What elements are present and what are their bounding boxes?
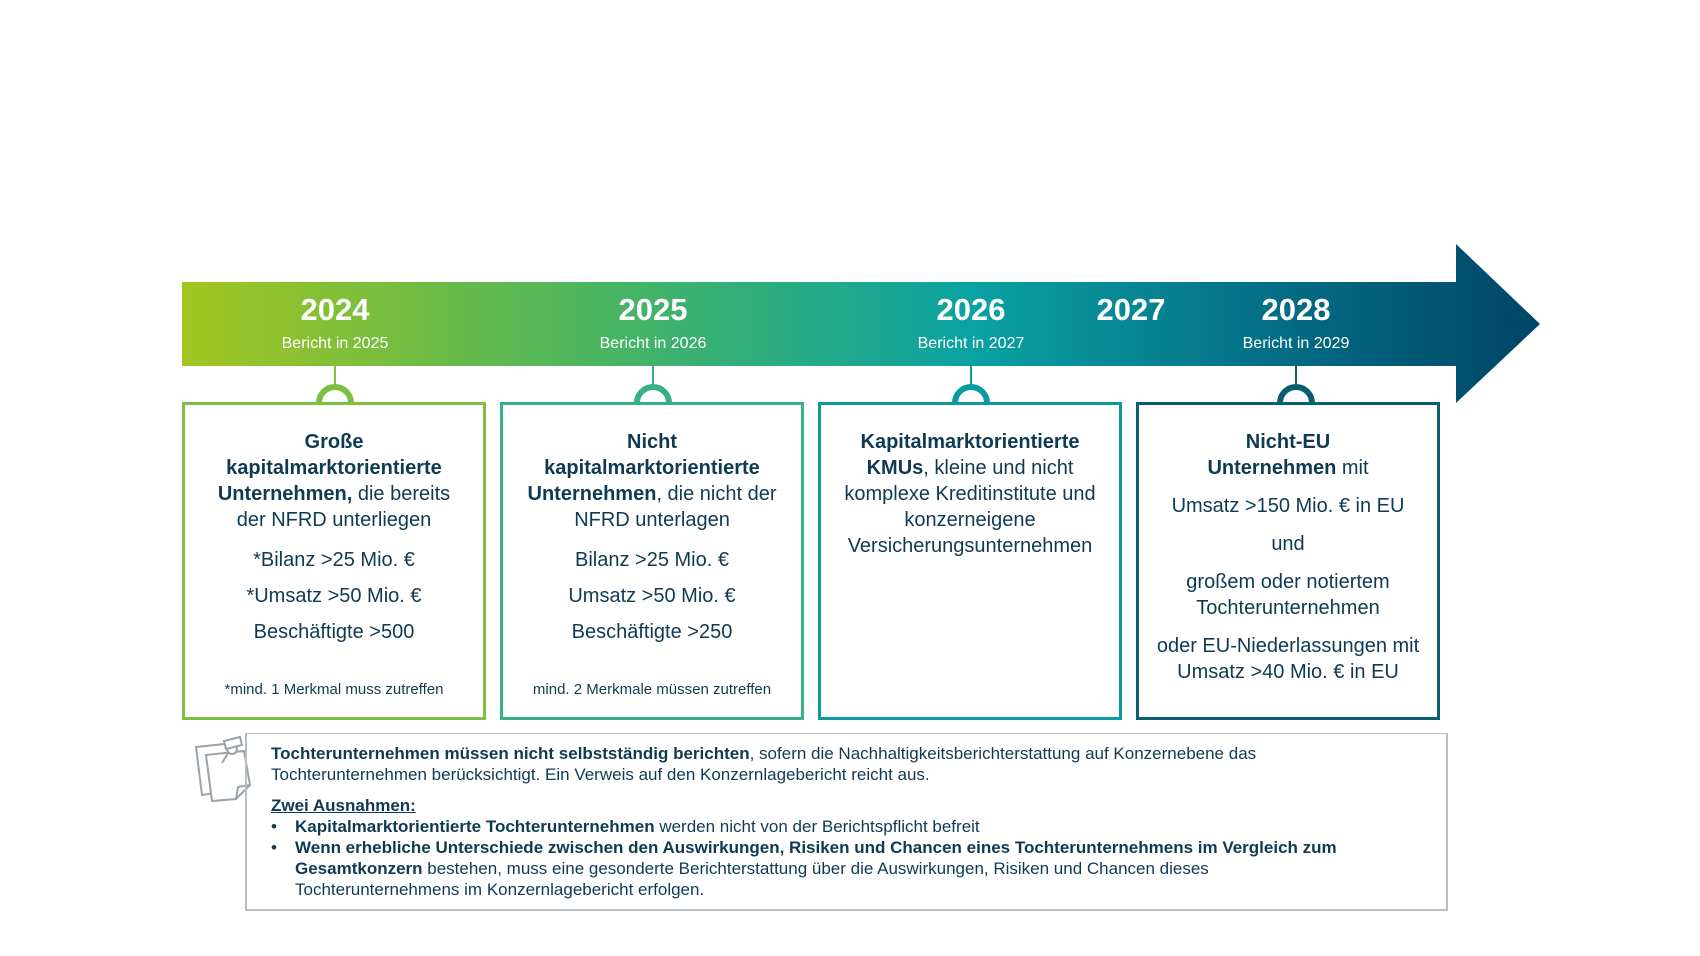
card-footnote: *mind. 1 Merkmal muss zutreffen [224,681,444,698]
info-box-subsidiaries: Tochterunternehmen müssen nicht selbstst… [245,733,1448,911]
exception-text: bestehen, muss eine gesonderte Berichter… [422,859,1209,878]
card-2026-listed-smes: Kapitalmarktorientierte KMUs, kleine und… [818,402,1122,720]
card-title: Unternehmen, [217,483,353,505]
report-label-2026: Bericht in 2027 [917,335,1025,352]
card-2024-large-listed: Große kapitalmarktorientierte Unternehme… [182,402,486,720]
card-text: , die nicht der [656,483,777,505]
exception-bold: Kapitalmarktorientierte Tochterunternehm… [295,817,655,836]
card-footnote: mind. 2 Merkmale müssen zutreffen [532,681,772,698]
connector-line [1295,366,1297,388]
card-text: komplexe Kreditinstitute und [844,483,1096,505]
card-text: die bereits [352,483,451,505]
report-label-2025: Bericht in 2026 [599,335,707,352]
card-title: Unternehmen [527,483,657,505]
card-title: Kapitalmarktorientierte [860,431,1080,453]
exception-bold: Gesamtkonzern [295,859,423,878]
info-text: Tochterunternehmen berücksichtigt. Ein V… [271,765,930,784]
criteria-list: *Bilanz >25 Mio. € *Umsatz >50 Mio. € Be… [191,547,477,645]
card-text: der NFRD unterliegen [236,509,432,531]
exception-item: • Kapitalmarktorientierte Tochterunterne… [271,816,1426,837]
exception-item: • Wenn erhebliche Unterschiede zwischen … [271,837,1426,900]
criterion: *Bilanz >25 Mio. € [253,549,415,571]
year-label-2024: 2024 [300,292,370,327]
card-text: und [1271,533,1305,555]
criterion: Bilanz >25 Mio. € [575,549,729,571]
connector-line [970,366,972,388]
card-2028-non-eu: Nicht-EU Unternehmen mit Umsatz >150 Mio… [1136,402,1440,720]
card-text: konzerneigene [904,509,1036,531]
criterion: Umsatz >50 Mio. € [568,585,736,607]
year-label-2026: 2026 [936,292,1006,327]
info-paragraph: Tochterunternehmen müssen nicht selbstst… [271,743,1426,764]
report-label-2024: Bericht in 2025 [281,335,389,352]
card-title: kapitalmarktorientierte [226,457,442,479]
info-text: , sofern die Nachhaltigkeitsberichtersta… [749,744,1257,763]
card-text: Versicherungsunternehmen [847,535,1093,557]
year-label-2027: 2027 [1096,292,1166,327]
card-text: Tochterunternehmen [1196,597,1380,619]
criterion: Beschäftigte >250 [571,621,733,643]
card-title: Nicht-EU [1245,431,1331,453]
exceptions-heading: Zwei Ausnahmen: [271,796,416,815]
exception-text: werden nicht von der Berichtspflicht bef… [654,817,980,836]
card-text: , kleine und nicht [923,457,1074,479]
report-label-2028: Bericht in 2029 [1242,335,1350,352]
connector-line [652,366,654,388]
criterion: *Umsatz >50 Mio. € [246,585,422,607]
timeline-arrow [182,244,1540,403]
bullet: • [271,838,277,857]
card-text: mit [1336,457,1369,479]
connector-line [334,366,336,388]
card-text: Umsatz >150 Mio. € in EU [1171,495,1405,517]
card-title: Nicht [627,431,677,453]
sticky-note-pin-icon [194,735,252,803]
criteria-list: Bilanz >25 Mio. € Umsatz >50 Mio. € Besc… [509,547,795,645]
exception-text: Tochterunternehmens im Konzernlageberich… [295,880,705,899]
card-title: Unternehmen [1207,457,1337,479]
card-text: großem oder notiertem [1186,571,1390,593]
bullet: • [271,817,277,836]
year-label-2025: 2025 [618,292,688,327]
card-text: NFRD unterlagen [574,509,730,531]
card-2025-non-listed: Nicht kapitalmarktorientierte Unternehme… [500,402,804,720]
criterion: Beschäftigte >500 [253,621,415,643]
card-title: kapitalmarktorientierte [544,457,760,479]
exception-bold: Wenn erhebliche Unterschiede zwischen de… [295,838,1337,857]
card-title: KMUs [866,457,924,479]
year-label-2028: 2028 [1261,292,1331,327]
card-text: Umsatz >40 Mio. € in EU [1177,661,1399,683]
card-title: Große [304,431,364,453]
card-text: oder EU-Niederlassungen mit [1156,635,1420,657]
info-bold: Tochterunternehmen müssen nicht selbstst… [271,744,750,763]
